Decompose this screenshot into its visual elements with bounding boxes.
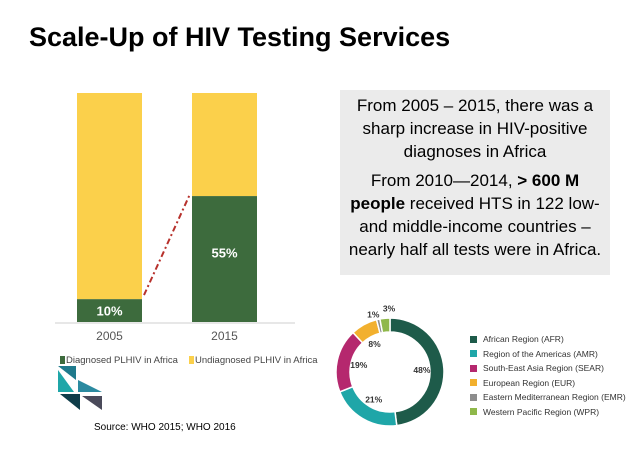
donut-legend-label-afr: African Region (AFR) bbox=[483, 334, 564, 344]
bar-diagnosed-2005 bbox=[77, 299, 142, 322]
donut-legend-item-wpr: Western Pacific Region (WPR) bbox=[470, 407, 599, 417]
data-label-2015: 55% bbox=[211, 246, 237, 261]
donut-slice-wpr bbox=[379, 317, 391, 334]
source-note: Source: WHO 2015; WHO 2016 bbox=[94, 422, 236, 433]
callout-box: From 2005 – 2015, there was a sharp incr… bbox=[340, 90, 610, 275]
stacked-bar-chart: 10% 2005 55% 2015 Diagnosed PLHIV in Africa U… bbox=[55, 93, 318, 366]
donut-legend-swatch-sear bbox=[470, 364, 477, 372]
legend-swatch-undiagnosed bbox=[189, 356, 194, 364]
legend-label-undiagnosed: Undiagnosed PLHIV in Africa bbox=[195, 355, 318, 366]
callout-text-2-prefix: From 2010—2014, bbox=[370, 171, 518, 190]
donut-label-sear: 19% bbox=[350, 360, 367, 370]
donut-legend-item-eur: European Region (EUR) bbox=[470, 378, 575, 388]
page-title: Scale-Up of HIV Testing Services bbox=[29, 22, 451, 52]
donut-label-eur: 8% bbox=[368, 339, 381, 349]
donut-label-emr: 1% bbox=[367, 310, 380, 320]
bar-diagnosed-2015 bbox=[192, 196, 257, 322]
donut-legend-label-sear: South-East Asia Region (SEAR) bbox=[483, 363, 604, 373]
callout-text-2-highlight-people: people bbox=[350, 194, 406, 213]
donut-legend-item-amr: Region of the Americas (AMR) bbox=[470, 349, 598, 359]
callout-text-2: From 2010—2014, > 600 M people received … bbox=[340, 163, 610, 261]
donut-legend-swatch-afr bbox=[470, 335, 477, 343]
donut-legend-label-emr: Eastern Mediterranean Region (EMR) bbox=[483, 392, 626, 402]
donut-chart: 48% 21% 19% 8% 1%3% bbox=[335, 303, 445, 427]
tick-label-2015: 2015 bbox=[211, 329, 238, 343]
data-label-2005: 10% bbox=[96, 304, 122, 319]
donut-label-afr: 48% bbox=[413, 365, 430, 375]
legend-label-diagnosed: Diagnosed PLHIV in Africa bbox=[66, 355, 179, 366]
who-logo-icon bbox=[58, 366, 102, 410]
donut-label-amr: 21% bbox=[365, 395, 382, 405]
bar-undiagnosed-2005 bbox=[77, 93, 142, 300]
donut-legend-swatch-eur bbox=[470, 379, 477, 386]
tick-label-2005: 2005 bbox=[96, 329, 123, 343]
callout-text-2-rest: received HTS in 122 low- and middle-inco… bbox=[348, 194, 602, 259]
donut-label-wpr: 3% bbox=[383, 303, 396, 313]
bar-undiagnosed-2015 bbox=[192, 93, 257, 197]
donut-legend-item-afr: African Region (AFR) bbox=[470, 334, 564, 344]
donut-legend-label-amr: Region of the Americas (AMR) bbox=[483, 348, 598, 359]
donut-legend-swatch-wpr bbox=[470, 408, 477, 415]
legend-swatch-diagnosed bbox=[60, 356, 65, 364]
callout-text-1: From 2005 – 2015, there was a sharp incr… bbox=[356, 96, 594, 161]
donut-legend-label-wpr: Western Pacific Region (WPR) bbox=[483, 406, 600, 417]
donut-legend-item-emr: Eastern Mediterranean Region (EMR) bbox=[470, 392, 626, 402]
trend-line bbox=[143, 193, 191, 296]
donut-legend-item-sear: South-East Asia Region (SEAR) bbox=[470, 363, 604, 373]
donut-legend-swatch-amr bbox=[470, 350, 477, 357]
donut-legend-swatch-emr bbox=[470, 393, 477, 401]
donut-legend-label-eur: European Region (EUR) bbox=[483, 377, 576, 388]
callout-text-2-highlight: > 600 M bbox=[517, 171, 580, 190]
donut-slice-amr bbox=[338, 385, 398, 427]
